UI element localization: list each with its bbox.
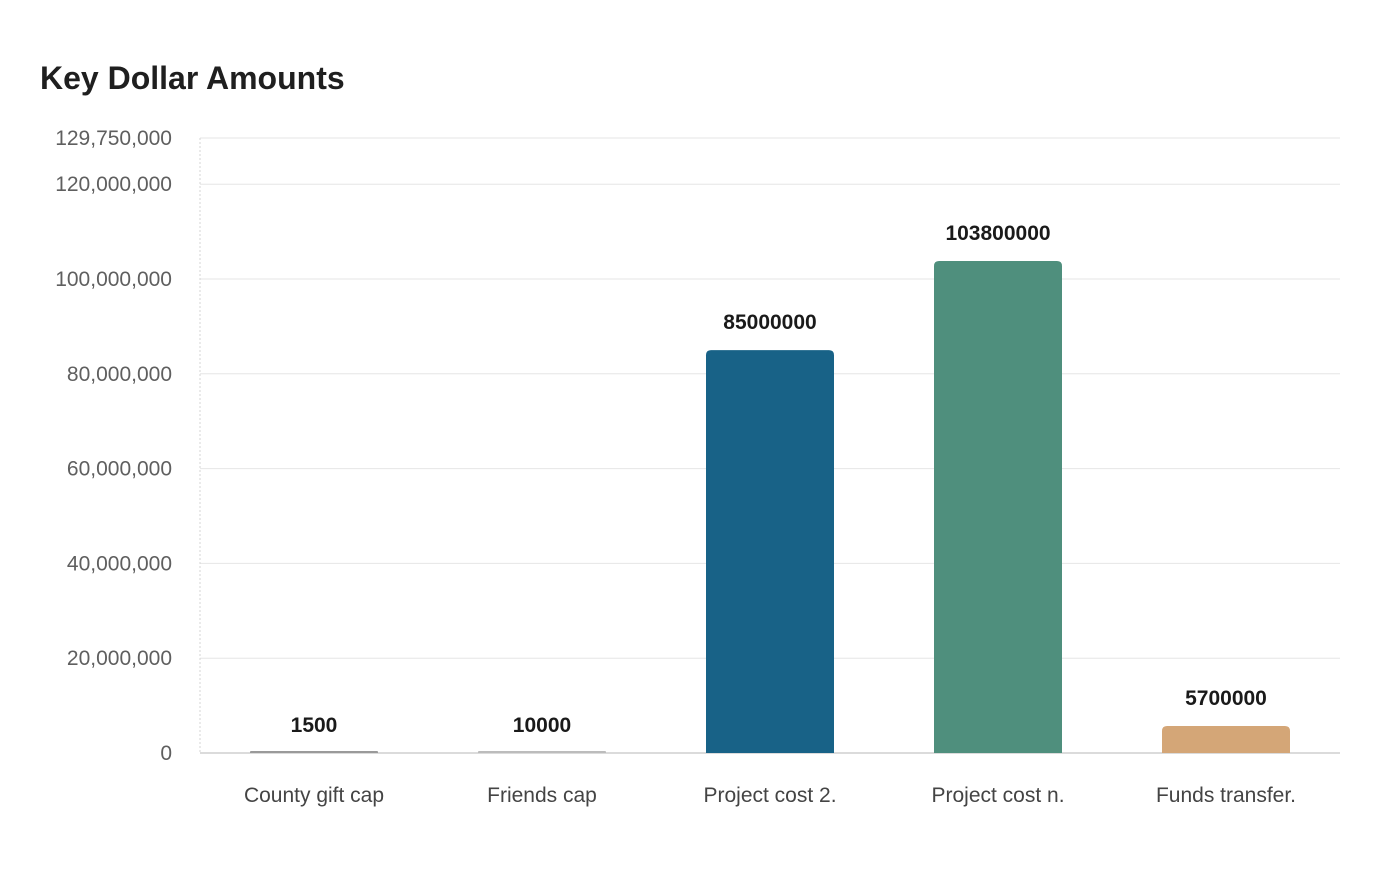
y-tick-label: 40,000,000 [67, 552, 172, 575]
y-tick-labels: 0 20,000,000 40,000,000 60,000,000 80,000,00… [55, 127, 172, 765]
bars [250, 261, 1290, 753]
x-tick-label: County gift cap [244, 784, 384, 807]
x-tick-label: Friends cap [487, 784, 597, 807]
x-tick-labels: County gift cap Friends cap Project cost 2… [244, 784, 1296, 807]
y-tick-label: 120,000,000 [55, 173, 172, 196]
data-label: 103800000 [945, 222, 1050, 245]
data-label: 10000 [513, 714, 571, 737]
bar [706, 350, 834, 753]
x-tick-label: Funds transfer. [1156, 784, 1296, 807]
y-tick-label: 60,000,000 [67, 458, 172, 481]
bar [934, 261, 1062, 753]
data-label: 5700000 [1185, 687, 1267, 710]
y-tick-label: 0 [160, 742, 172, 765]
bar [1162, 725, 1290, 753]
y-tick-label: 20,000,000 [67, 647, 172, 670]
data-label: 85000000 [723, 311, 816, 334]
y-tick-label: 129,750,000 [55, 127, 172, 150]
x-tick-label: Project cost n. [931, 784, 1064, 807]
chart-title: Key Dollar Amounts [40, 60, 345, 96]
bar [478, 751, 606, 753]
data-labels: 1500 10000 85000000 103800000 5700000 [291, 222, 1267, 737]
y-tick-label: 80,000,000 [67, 363, 172, 386]
data-label: 1500 [291, 714, 338, 737]
bar [250, 751, 378, 753]
y-tick-label: 100,000,000 [55, 268, 172, 291]
x-tick-label: Project cost 2. [703, 784, 836, 807]
